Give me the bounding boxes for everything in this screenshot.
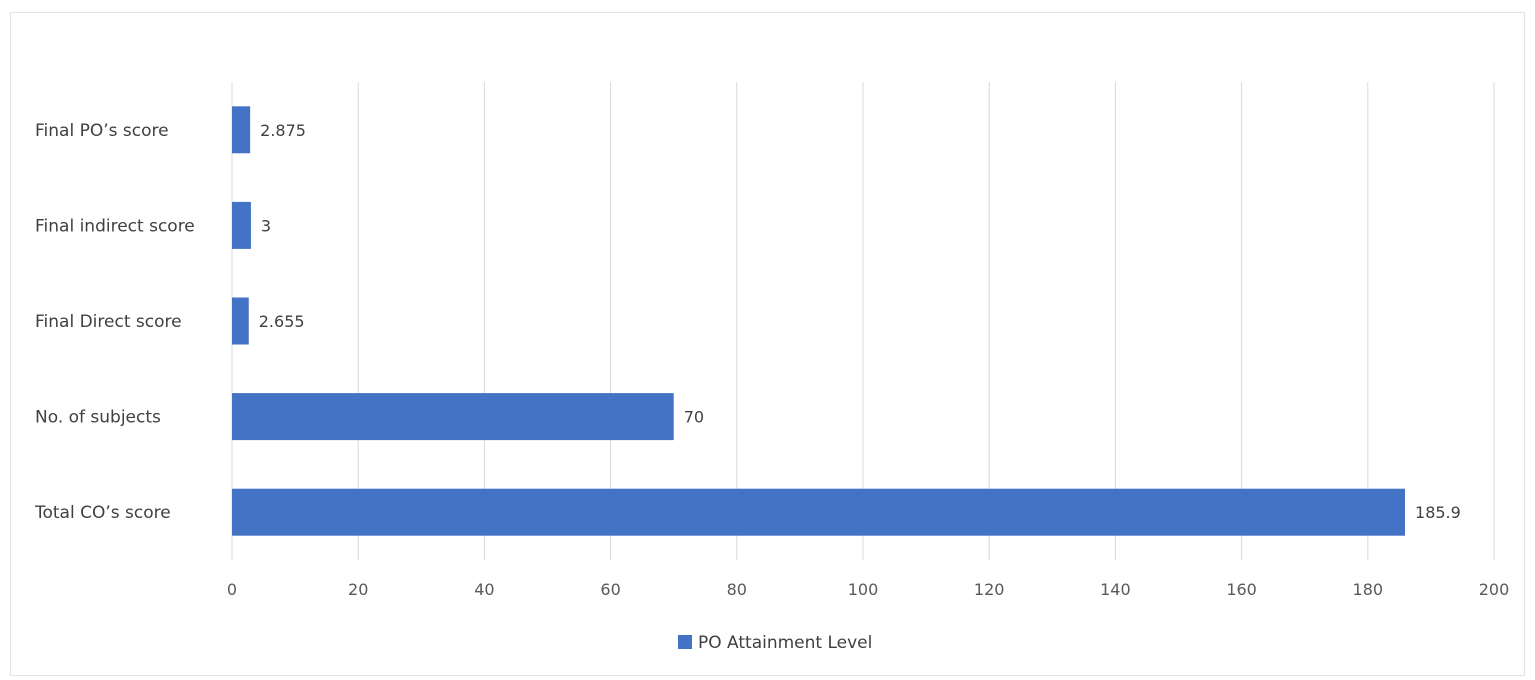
bar: [232, 106, 251, 154]
x-tick-label: 140: [1100, 580, 1131, 599]
x-tick-label: 60: [600, 580, 620, 599]
category-label: No. of subjects: [35, 408, 161, 428]
bar: [232, 488, 1406, 536]
data-label: 2.875: [260, 121, 306, 140]
chart-frame: [10, 12, 1525, 676]
x-tick-label: 160: [1226, 580, 1257, 599]
bar: [232, 201, 251, 249]
bars: [232, 106, 1406, 536]
x-tick-label: 200: [1479, 580, 1510, 599]
x-tick-label: 20: [348, 580, 368, 599]
x-tick-label: 120: [974, 580, 1005, 599]
bar: [232, 393, 674, 441]
x-tick-label: 80: [727, 580, 747, 599]
data-label: 2.655: [259, 312, 305, 331]
category-label: Total CO’s score: [34, 503, 171, 523]
category-label: Final indirect score: [35, 216, 195, 236]
data-label: 3: [261, 216, 271, 235]
x-tick-label: 180: [1353, 580, 1384, 599]
gridlines: [231, 82, 1495, 560]
x-tick-label: 100: [848, 580, 879, 599]
legend-label: PO Attainment Level: [698, 633, 872, 653]
legend: PO Attainment Level: [678, 633, 872, 653]
category-label: Final Direct score: [35, 312, 182, 332]
bar: [232, 297, 249, 345]
data-label: 70: [684, 408, 704, 427]
data-labels: 2.875 3 2.655 70 185.9: [259, 121, 1461, 522]
data-label: 185.9: [1415, 503, 1461, 522]
category-labels: Final PO’s score Final indirect score Fina…: [34, 121, 195, 523]
x-tick-label: 0: [227, 580, 237, 599]
x-tick-label: 40: [474, 580, 494, 599]
category-label: Final PO’s score: [35, 121, 169, 141]
x-tick-labels: 0 20 40 60 80 100 120 140 160 180 200: [227, 580, 1509, 599]
legend-swatch: [678, 635, 692, 649]
